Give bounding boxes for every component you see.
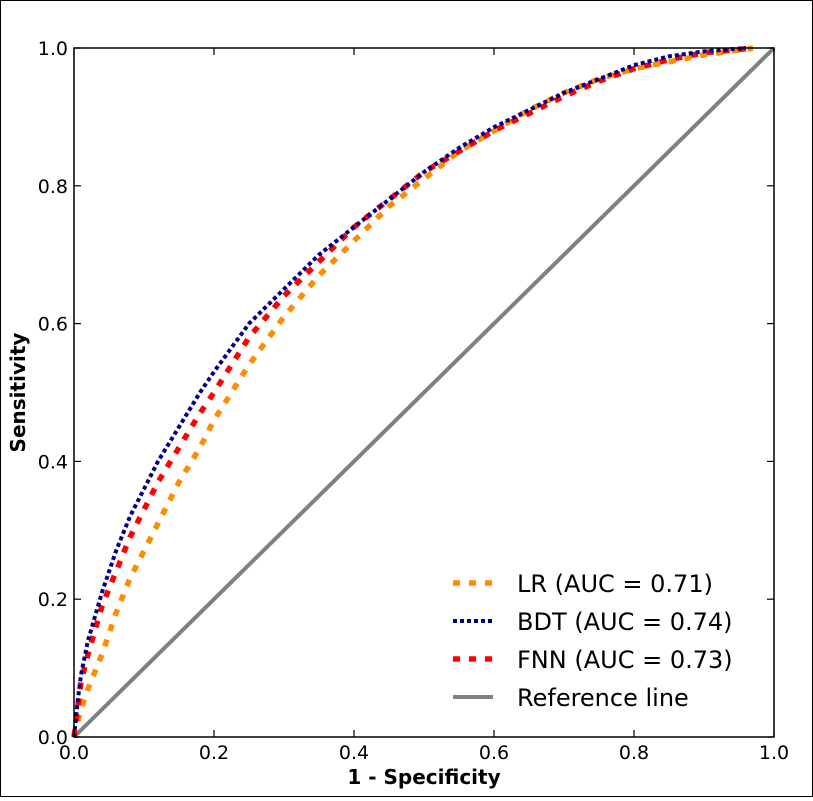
- legend-label: BDT (AUC = 0.74): [517, 608, 733, 636]
- series-line-1: [72, 46, 747, 738]
- x-tick-label: 1.0: [759, 742, 789, 764]
- x-tick-label: 0.6: [479, 742, 509, 764]
- y-tick-label: 0.8: [38, 176, 68, 198]
- y-tick-label: 0.6: [38, 314, 68, 336]
- series-line-0: [71, 45, 754, 738]
- series-line-3: [72, 46, 776, 739]
- x-tick-label: 0.0: [59, 742, 89, 764]
- y-tick-label: 0.4: [38, 451, 68, 473]
- legend-label: LR (AUC = 0.71): [517, 570, 713, 598]
- x-tick-label: 0.8: [619, 742, 649, 764]
- y-tick-label: 0.0: [38, 727, 68, 749]
- axis-ticks: 0.0 0.2 0.4 0.6 0.8 1.0 0.0 0.2 0.4 0.6 0.8 1.0: [38, 38, 789, 764]
- series-line-2: [71, 45, 754, 738]
- y-tick-label: 1.0: [38, 38, 68, 60]
- y-axis-title: Sensitivity: [6, 333, 30, 453]
- y-tick-label: 0.2: [38, 589, 68, 611]
- legend-label: Reference line: [517, 684, 689, 712]
- plot-area-border: [73, 47, 775, 738]
- x-axis-title: 1 - Specificity: [347, 765, 500, 789]
- x-tick-label: 0.4: [339, 742, 369, 764]
- legend-label: FNN (AUC = 0.73): [517, 646, 733, 674]
- x-tick-label: 0.2: [199, 742, 229, 764]
- legend: LR (AUC = 0.71) BDT (AUC = 0.74) FNN (AUC …: [453, 570, 733, 712]
- plot-curves: [71, 45, 776, 739]
